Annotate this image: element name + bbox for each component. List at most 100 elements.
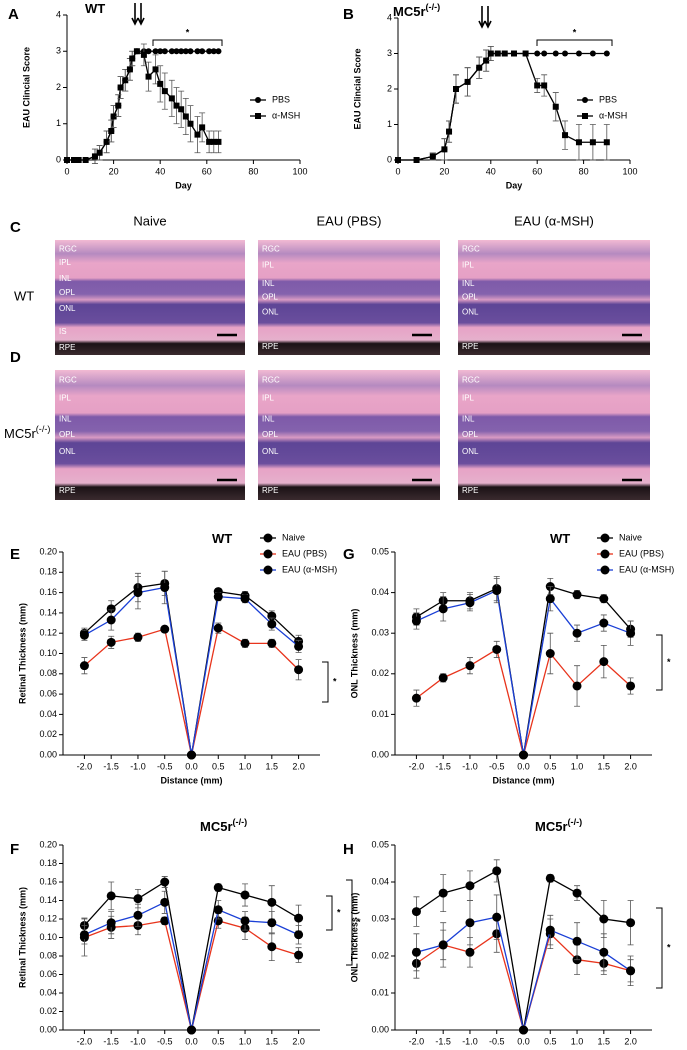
y-tick-label: 0.10 [39,932,57,942]
x-tick-label: 2.0 [624,1036,637,1046]
data-point [160,916,170,926]
data-point [603,50,610,57]
data-point [210,48,217,55]
legend-marker [263,533,273,543]
significance-bracket [536,39,613,46]
x-tick-label: -1.0 [130,761,146,771]
data-point [199,124,206,131]
panel-letter: F [10,841,19,858]
data-point [492,644,502,654]
data-point [545,873,555,883]
y-tick-label: 0.00 [371,749,389,759]
layer-label: OPL [462,293,479,302]
data-point [562,50,569,57]
data-point [106,637,116,647]
x-tick-label: 100 [622,166,637,176]
layer-label: ONL [462,447,479,456]
data-point [438,604,448,614]
data-point [157,48,164,55]
layer-label: RPE [59,486,75,495]
data-point [465,918,475,928]
panel-letter: D [10,349,21,366]
legend-marker [582,113,588,119]
data-point [145,48,152,55]
x-tick-label: -1.5 [103,1036,119,1046]
layer-label: IPL [462,260,475,269]
data-point [446,128,453,135]
layer-label: ONL [462,308,479,317]
y-tick-label: 0.00 [39,749,57,759]
data-point [140,51,147,58]
x-tick-label: 1.5 [598,1036,611,1046]
x-tick-label: 20 [109,166,119,176]
layer-label: RPE [262,486,278,495]
data-point [599,947,609,957]
data-point [194,131,201,138]
series-line [84,920,299,1031]
x-tick-label: 0.5 [212,761,225,771]
layer-label: OPL [59,288,76,297]
data-point [438,940,448,950]
x-tick-label: 0.0 [185,761,198,771]
x-axis-label: Distance (mm) [160,775,222,785]
panel-letter: G [343,546,355,563]
x-tick-label: -1.0 [462,1036,478,1046]
layer-label: RGC [59,376,77,385]
series-line [416,932,631,1033]
data-point [108,128,115,134]
column-header: EAU (PBS) [316,213,381,228]
x-tick-label: 80 [248,166,258,176]
data-point [465,881,475,891]
layer-label: IPL [59,258,72,267]
chart-title: MC5r(-/-) [535,817,582,834]
y-tick-label: 0.08 [39,668,57,678]
data-point [145,73,152,80]
data-point [178,48,185,55]
significance-star: * [357,917,361,927]
x-tick-label: 100 [292,166,307,176]
legend-marker [255,97,261,103]
layer-label: ONL [262,308,279,317]
data-point [511,50,517,57]
data-point [494,50,501,57]
data-point [476,64,483,71]
significance-bracket [656,907,663,989]
data-point [572,590,582,600]
series-line [83,582,300,756]
column-header: Naive [133,213,166,228]
x-axis-label: Day [506,180,523,190]
data-point [194,48,201,55]
layer-label: IPL [59,394,72,403]
y-tick-label: 0.16 [39,876,57,886]
x-tick-label: 40 [486,166,496,176]
data-point [465,661,475,671]
y-tick-label: 0.16 [39,587,57,597]
layer-label: ONL [59,304,76,313]
y-tick-label: 0.12 [39,913,57,923]
series-line [83,880,299,1031]
series-line [84,901,299,1031]
x-tick-label: 1.5 [266,1036,279,1046]
data-point [187,120,194,127]
data-point [411,907,421,917]
x-tick-label: -1.5 [435,761,451,771]
y-tick-label: 0.06 [39,969,57,979]
data-point [492,866,502,876]
y-tick-label: 2 [387,83,392,93]
chart-title-superscript: (-/-) [233,817,248,827]
data-point [173,102,180,109]
data-point [519,750,528,760]
data-point [178,106,185,113]
y-axis-label: Retinal Thickness (mm) [17,887,27,988]
y-tick-label: 0.02 [371,668,389,678]
data-point [453,86,459,92]
layer-label: INL [59,415,72,424]
significance-star: * [573,27,577,37]
treatment-arrow [484,6,492,29]
data-point [545,925,555,935]
x-tick-label: 1.0 [239,1036,252,1046]
y-tick-label: 0.05 [371,546,389,556]
data-point [267,897,277,907]
data-point [411,947,421,957]
layer-label: IPL [462,394,475,403]
